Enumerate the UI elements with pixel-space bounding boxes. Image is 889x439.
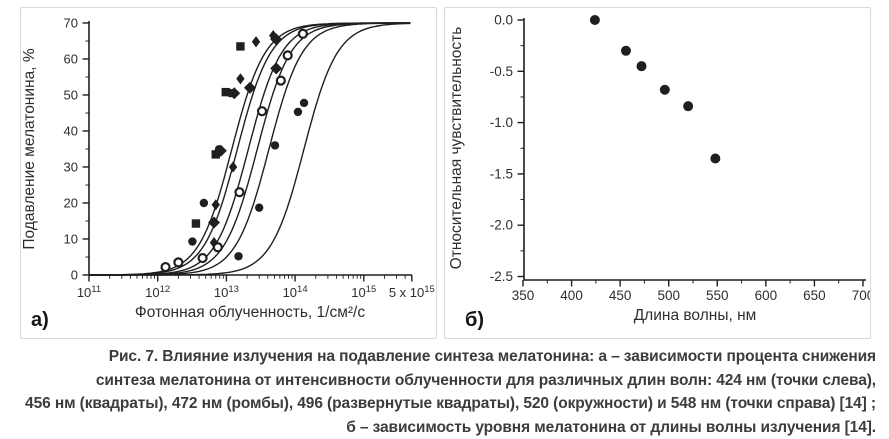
svg-text:-0.5: -0.5 (490, 64, 513, 79)
svg-text:30: 30 (64, 160, 78, 175)
svg-text:400: 400 (560, 288, 583, 303)
caption-line-4: б – зависимость уровня мелатонина от дли… (20, 416, 876, 439)
caption-line-2: синтеза мелатонина от интенсивности облу… (20, 369, 876, 393)
svg-text:60: 60 (64, 52, 78, 67)
svg-text:350: 350 (512, 288, 535, 303)
svg-text:1011: 1011 (77, 284, 101, 300)
panel-melatonin-suppression: 0 10 20 30 40 50 60 70 1011 1012 1013 1014 1015 5 x 1… (20, 7, 437, 339)
svg-text:500: 500 (657, 288, 680, 303)
caption-line-3: 456 нм (квадраты), 472 нм (ромбы), 496 (… (20, 392, 876, 416)
svg-text:700: 700 (852, 288, 870, 303)
svg-text:0.0: 0.0 (494, 13, 513, 28)
svg-text:Относительная чувствительность: Относительная чувствительность (448, 27, 465, 270)
svg-text:5 x 1015: 5 x 1015 (389, 284, 435, 300)
svg-text:600: 600 (755, 288, 778, 303)
svg-text:а): а) (31, 309, 49, 331)
svg-text:1013: 1013 (214, 284, 239, 300)
svg-text:20: 20 (64, 196, 78, 211)
svg-text:-2.0: -2.0 (490, 218, 513, 233)
svg-text:Длина волны, нм: Длина волны, нм (634, 307, 757, 324)
svg-text:Подавление мелатонина, %: Подавление мелатонина, % (21, 48, 38, 249)
svg-text:10: 10 (64, 232, 78, 247)
svg-text:650: 650 (803, 288, 826, 303)
svg-text:450: 450 (609, 288, 632, 303)
svg-text:б): б) (465, 309, 484, 331)
svg-text:-1.0: -1.0 (490, 115, 513, 130)
svg-text:550: 550 (706, 288, 729, 303)
melatonin-suppression-chart: 0 10 20 30 40 50 60 70 1011 1012 1013 1014 1015 5 x 1… (21, 8, 436, 338)
svg-text:1014: 1014 (283, 284, 308, 300)
relative-sensitivity-chart: 0.0 -0.5 -1.0 -1.5 -2.0 -2.5 350 400 450 500 550 60… (445, 8, 870, 338)
figure-caption: Рис. 7. Влияние излучения на подавление … (20, 345, 876, 439)
svg-text:-1.5: -1.5 (490, 166, 513, 181)
svg-text:50: 50 (64, 88, 78, 103)
caption-line-1: Рис. 7. Влияние излучения на подавление … (20, 345, 876, 369)
svg-text:-2.5: -2.5 (490, 269, 513, 284)
svg-text:70: 70 (64, 16, 78, 31)
panel-relative-sensitivity: 0.0 -0.5 -1.0 -1.5 -2.0 -2.5 350 400 450 500 550 60… (444, 7, 871, 339)
svg-text:1015: 1015 (351, 284, 376, 300)
svg-text:0: 0 (71, 268, 78, 283)
svg-text:1012: 1012 (145, 284, 170, 300)
svg-text:40: 40 (64, 124, 78, 139)
svg-text:Фотонная облученность, 1/см²/с: Фотонная облученность, 1/см²/с (135, 304, 365, 321)
